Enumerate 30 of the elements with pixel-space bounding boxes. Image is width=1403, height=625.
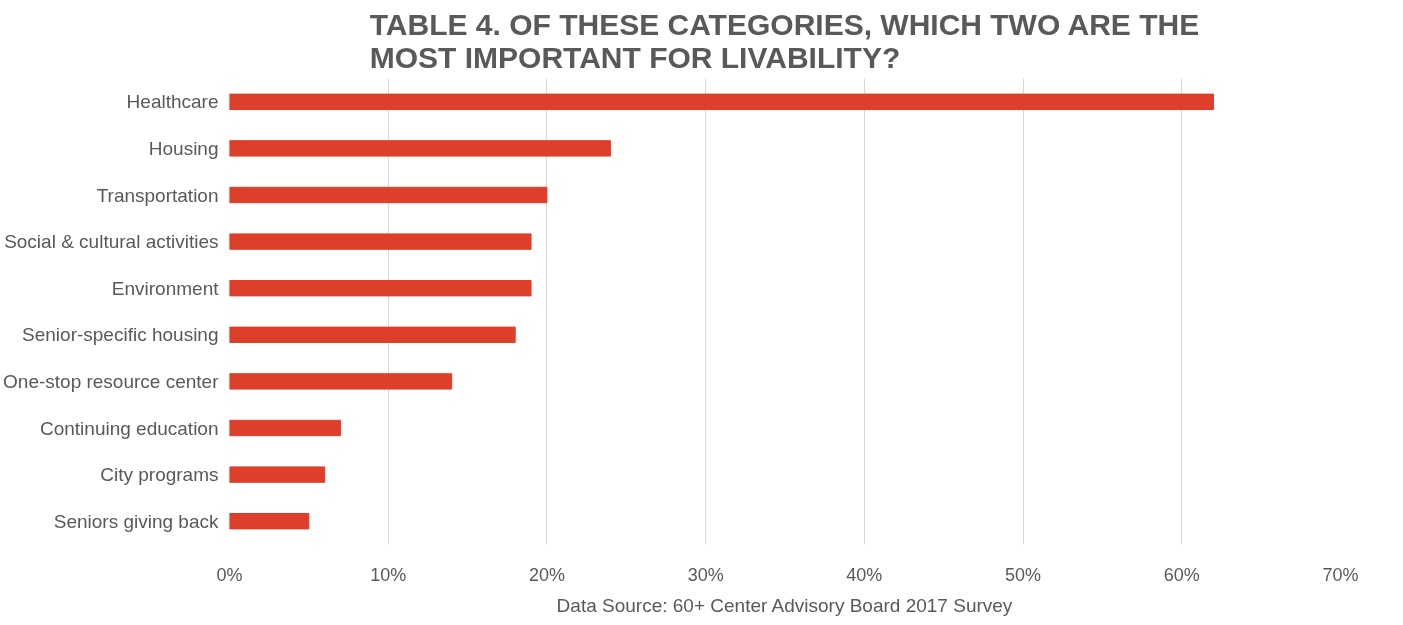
bar (229, 280, 532, 297)
bar (229, 93, 1215, 110)
y-tick-label: Transportation (96, 184, 219, 206)
y-tick-label: One-stop resource center (3, 370, 220, 392)
bar (229, 466, 326, 483)
x-tick-label: 0% (216, 564, 243, 585)
bar (229, 140, 611, 157)
y-tick-label: Senior-specific housing (22, 324, 219, 346)
y-tick-label: Social & cultural activities (4, 231, 219, 253)
x-tick-label: 30% (687, 564, 724, 585)
y-tick-label: Healthcare (126, 91, 219, 113)
bar (229, 186, 548, 204)
x-tick-label: 10% (370, 564, 407, 585)
bar (229, 233, 532, 250)
x-tick-label: 40% (846, 564, 883, 585)
y-tick-label: Seniors giving back (53, 510, 219, 532)
bar (229, 326, 516, 343)
x-tick-label: 20% (528, 564, 565, 585)
y-tick-label: Housing (148, 137, 219, 159)
bar (229, 373, 453, 390)
x-tick-label: 50% (1005, 564, 1042, 585)
x-tick-label: 70% (1322, 564, 1359, 585)
y-tick-label: Environment (111, 277, 220, 299)
x-tick-label: 60% (1163, 564, 1200, 585)
chart-title: TABLE 4. OF THESE CATEGORIES, WHICH TWO ARE THE MOST IMPORTANT FOR LIVABILITY? (369, 7, 1200, 74)
y-tick-label: City programs (100, 464, 219, 486)
source-note: Data Source: 60+ Center Advisory Board 2017 Survey (556, 594, 1013, 616)
y-tick-label: Continuing education (39, 417, 219, 439)
bar (229, 419, 342, 437)
bar (229, 513, 310, 530)
